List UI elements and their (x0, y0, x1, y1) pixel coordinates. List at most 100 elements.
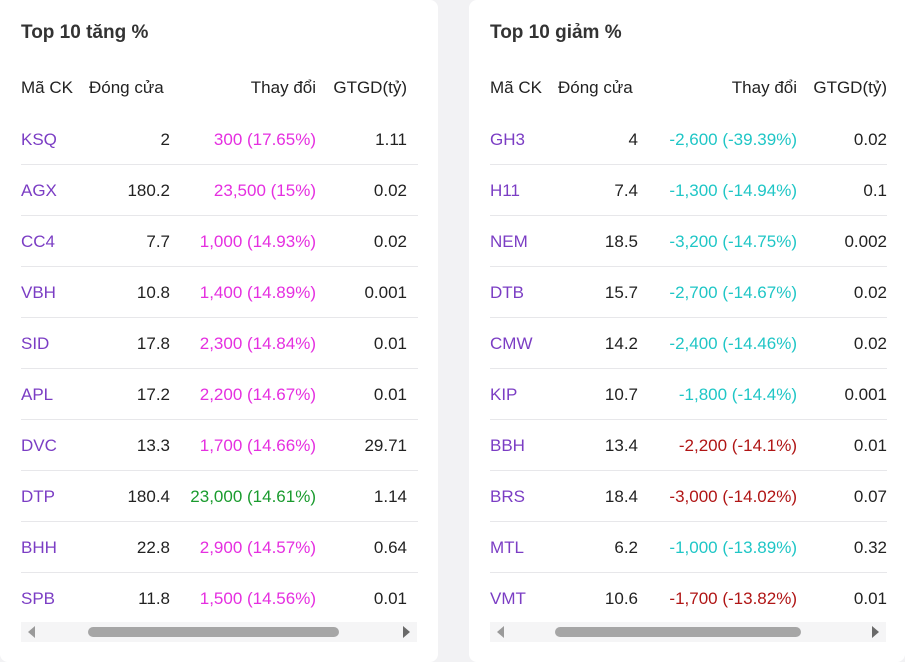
table-row[interactable]: APL 17.2 2,200 (14.67%) 0.01 (21, 369, 418, 420)
table-row[interactable]: DVC 13.3 1,700 (14.66%) 29.71 (21, 420, 418, 471)
table-row[interactable]: KSQ 2 300 (17.65%) 1.11 (21, 114, 418, 165)
header-close[interactable]: Đóng cửa (89, 78, 164, 97)
panel-title: Top 10 giảm % (490, 22, 622, 43)
trade-value: 0.01 (373, 385, 407, 404)
price-change: -2,700 (-14.67%) (669, 283, 797, 302)
scrollbar-thumb[interactable] (555, 627, 801, 637)
trade-value: 0.1 (863, 181, 887, 200)
table-row[interactable]: SPB 11.8 1,500 (14.56%) 0.01 (21, 573, 418, 624)
stock-symbol-link[interactable]: H11 (490, 181, 520, 200)
header-value[interactable]: GTGD(tỷ) (813, 78, 887, 97)
header-value[interactable]: GTGD(tỷ) (333, 78, 407, 97)
trade-value: 0.64 (373, 538, 407, 557)
stock-symbol-link[interactable]: BBH (490, 436, 525, 455)
close-price: 14.2 (604, 334, 638, 353)
row-divider (490, 266, 887, 267)
close-price: 10.8 (136, 283, 170, 302)
row-divider (490, 470, 887, 471)
horizontal-scrollbar[interactable] (21, 622, 417, 642)
close-price: 17.8 (136, 334, 170, 353)
stock-symbol-link[interactable]: BHH (21, 538, 57, 557)
stock-symbol-link[interactable]: NEM (490, 232, 528, 251)
stock-symbol-link[interactable]: CMW (490, 334, 533, 353)
table-row[interactable]: NEM 18.5 -3,200 (-14.75%) 0.002 (490, 216, 887, 267)
close-price: 6.2 (614, 538, 638, 557)
table-row[interactable]: CC4 7.7 1,000 (14.93%) 0.02 (21, 216, 418, 267)
table-row[interactable]: KIP 10.7 -1,800 (-14.4%) 0.001 (490, 369, 887, 420)
table-row[interactable]: VBH 10.8 1,400 (14.89%) 0.001 (21, 267, 418, 318)
table-row[interactable]: H11 7.4 -1,300 (-14.94%) 0.1 (490, 165, 887, 216)
table-row[interactable]: MTL 6.2 -1,000 (-13.89%) 0.32 (490, 522, 887, 573)
table-row[interactable]: SID 17.8 2,300 (14.84%) 0.01 (21, 318, 418, 369)
stock-symbol-link[interactable]: BRS (490, 487, 525, 506)
price-change: 1,500 (14.56%) (199, 589, 316, 608)
close-price: 17.2 (136, 385, 170, 404)
row-divider (21, 317, 418, 318)
stock-symbol-link[interactable]: APL (21, 385, 54, 404)
stock-symbol-link[interactable]: KIP (490, 385, 518, 404)
stock-symbol-link[interactable]: KSQ (21, 130, 57, 149)
header-symbol[interactable]: Mã CK (21, 78, 73, 97)
header-close[interactable]: Đóng cửa (558, 78, 633, 97)
stock-symbol-link[interactable]: VMT (490, 589, 526, 608)
close-price: 180.2 (127, 181, 170, 200)
close-price: 180.4 (127, 487, 170, 506)
price-change: -2,200 (-14.1%) (678, 436, 797, 455)
stock-symbol-link[interactable]: MTL (490, 538, 524, 557)
trade-value: 0.001 (844, 385, 887, 404)
close-price: 7.4 (614, 181, 638, 200)
close-price: 15.7 (604, 283, 638, 302)
top-gainers-panel: Top 10 tăng % Mã CK Đóng cửa Thay đổi GT… (0, 0, 438, 662)
stock-symbol-link[interactable]: AGX (21, 181, 57, 200)
header-change[interactable]: Thay đổi (731, 78, 797, 97)
table-row[interactable]: BRS 18.4 -3,000 (-14.02%) 0.07 (490, 471, 887, 522)
header-symbol[interactable]: Mã CK (490, 78, 542, 97)
stock-symbol-link[interactable]: CC4 (21, 232, 56, 251)
trade-value: 1.14 (373, 487, 407, 506)
close-price: 22.8 (136, 538, 170, 557)
table-row[interactable]: BBH 13.4 -2,200 (-14.1%) 0.01 (490, 420, 887, 471)
price-change: -2,600 (-39.39%) (669, 130, 797, 149)
price-change: 300 (17.65%) (213, 130, 316, 149)
price-change: -1,700 (-13.82%) (669, 589, 797, 608)
row-divider (490, 164, 887, 165)
trade-value: 29.71 (364, 436, 407, 455)
scroll-right-icon[interactable] (403, 626, 410, 638)
trade-value: 1.11 (375, 130, 407, 149)
stock-symbol-link[interactable]: DTP (21, 487, 55, 506)
close-price: 7.7 (146, 232, 170, 251)
stock-symbol-link[interactable]: SPB (21, 589, 56, 608)
row-divider (21, 266, 418, 267)
price-change: -3,000 (-14.02%) (669, 487, 797, 506)
row-divider (21, 470, 418, 471)
stock-symbol-link[interactable]: DVC (21, 436, 57, 455)
scroll-left-icon[interactable] (28, 626, 35, 638)
scroll-right-icon[interactable] (872, 626, 879, 638)
row-divider (21, 215, 418, 216)
trade-value: 0.02 (853, 283, 887, 302)
table-row[interactable]: GH3 4 -2,600 (-39.39%) 0.02 (490, 114, 887, 165)
scrollbar-thumb[interactable] (88, 627, 339, 637)
stock-symbol-link[interactable]: DTB (490, 283, 524, 302)
table-row[interactable]: BHH 22.8 2,900 (14.57%) 0.64 (21, 522, 418, 573)
horizontal-scrollbar[interactable] (490, 622, 886, 642)
table-row[interactable]: AGX 180.2 23,500 (15%) 0.02 (21, 165, 418, 216)
row-divider (490, 317, 887, 318)
price-change: -2,400 (-14.46%) (669, 334, 797, 353)
trade-value: 0.01 (373, 589, 407, 608)
header-change[interactable]: Thay đổi (250, 78, 316, 97)
price-change: -3,200 (-14.75%) (669, 232, 797, 251)
close-price: 18.4 (604, 487, 638, 506)
table-row[interactable]: VMT 10.6 -1,700 (-13.82%) 0.01 (490, 573, 887, 624)
close-price: 4 (628, 130, 638, 149)
scroll-left-icon[interactable] (497, 626, 504, 638)
trade-value: 0.01 (853, 589, 887, 608)
table-row[interactable]: DTB 15.7 -2,700 (-14.67%) 0.02 (490, 267, 887, 318)
close-price: 13.4 (604, 436, 638, 455)
stock-symbol-link[interactable]: VBH (21, 283, 56, 302)
table-row[interactable]: CMW 14.2 -2,400 (-14.46%) 0.02 (490, 318, 887, 369)
trade-value: 0.02 (373, 181, 407, 200)
table-row[interactable]: DTP 180.4 23,000 (14.61%) 1.14 (21, 471, 418, 522)
stock-symbol-link[interactable]: GH3 (490, 130, 525, 149)
stock-symbol-link[interactable]: SID (21, 334, 50, 353)
